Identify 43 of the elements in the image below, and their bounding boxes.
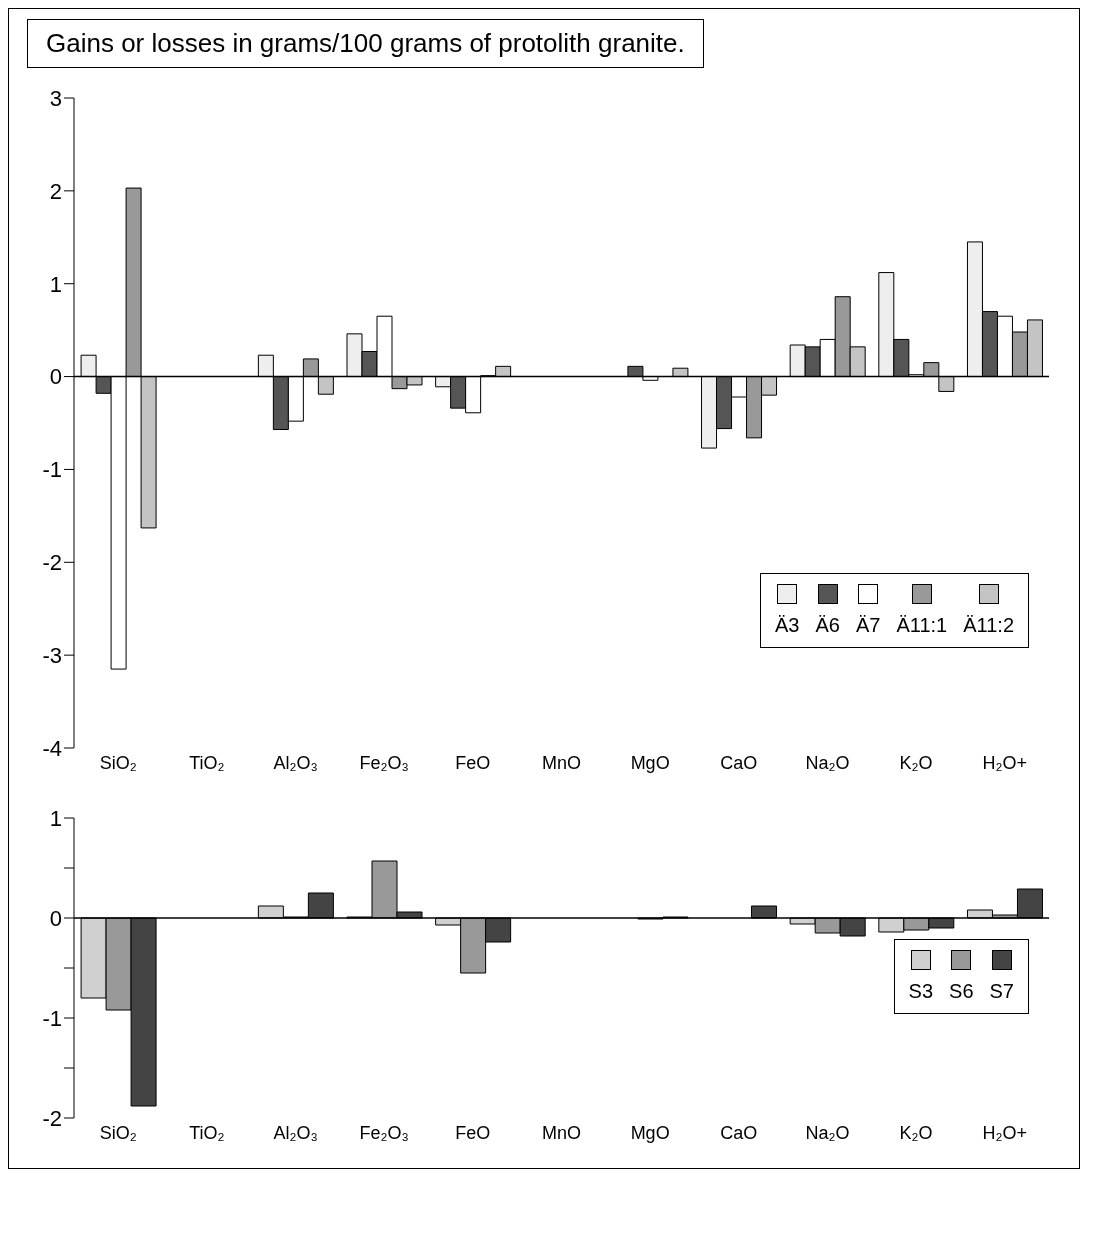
legend-label: Ä11:2 — [963, 614, 1014, 637]
x-tick-label: CaO — [720, 752, 758, 773]
x-tick-label: MgO — [630, 1122, 670, 1143]
x-tick-label: CaO — [720, 1122, 758, 1143]
x-tick-label: MgO — [630, 752, 670, 773]
chart-title: Gains or losses in grams/100 grams of protolith granite. — [27, 19, 704, 68]
x-tick-label: K₂O — [899, 1122, 933, 1143]
x-tick-label: Al₂O₃ — [273, 1122, 318, 1143]
x-tick-label: Al₂O₃ — [273, 752, 318, 773]
y-tick-label: 1 — [49, 805, 62, 831]
x-tick-label: MnO — [541, 1122, 582, 1143]
x-tick-label: Na₂O — [805, 752, 850, 773]
y-tick-label: -2 — [42, 550, 62, 576]
x-tick-label: FeO — [455, 752, 491, 773]
y-tick-label: 0 — [49, 364, 62, 390]
x-tick-label: Fe₂O₃ — [359, 1122, 409, 1143]
y-tick-label: 3 — [49, 85, 62, 111]
y-tick-label: 2 — [49, 178, 62, 204]
x-tick-label: TiO₂ — [189, 752, 225, 773]
x-tick-label: SiO₂ — [99, 1122, 137, 1143]
legend-label: Ä3 — [775, 614, 800, 637]
x-tick-label: K₂O — [899, 752, 933, 773]
legend-label: Ä11:1 — [896, 614, 948, 637]
x-tick-label: MnO — [541, 752, 582, 773]
legend-label: Ä7 — [855, 614, 881, 637]
legend-label: S3 — [908, 979, 934, 1003]
y-tick-label: -4 — [42, 735, 62, 761]
x-tick-label: SiO₂ — [99, 752, 137, 773]
legend-label: Ä6 — [815, 614, 840, 637]
x-tick-label: FeO — [455, 1122, 491, 1143]
y-tick-label: 0 — [49, 905, 62, 931]
y-tick-label: -1 — [42, 457, 62, 483]
x-tick-label: Na₂O — [805, 1122, 850, 1143]
x-tick-label: TiO₂ — [189, 1122, 225, 1143]
legend-label: S6 — [949, 979, 974, 1003]
legend-label: S7 — [989, 979, 1014, 1003]
x-tick-label: H₂O+ — [982, 1122, 1027, 1143]
y-tick-label: -1 — [42, 1005, 62, 1031]
y-tick-label: 1 — [49, 271, 62, 297]
x-tick-label: H₂O+ — [982, 752, 1027, 773]
y-tick-label: -3 — [42, 642, 62, 668]
y-tick-label: -2 — [42, 1105, 62, 1131]
x-tick-label: Fe₂O₃ — [359, 752, 409, 773]
